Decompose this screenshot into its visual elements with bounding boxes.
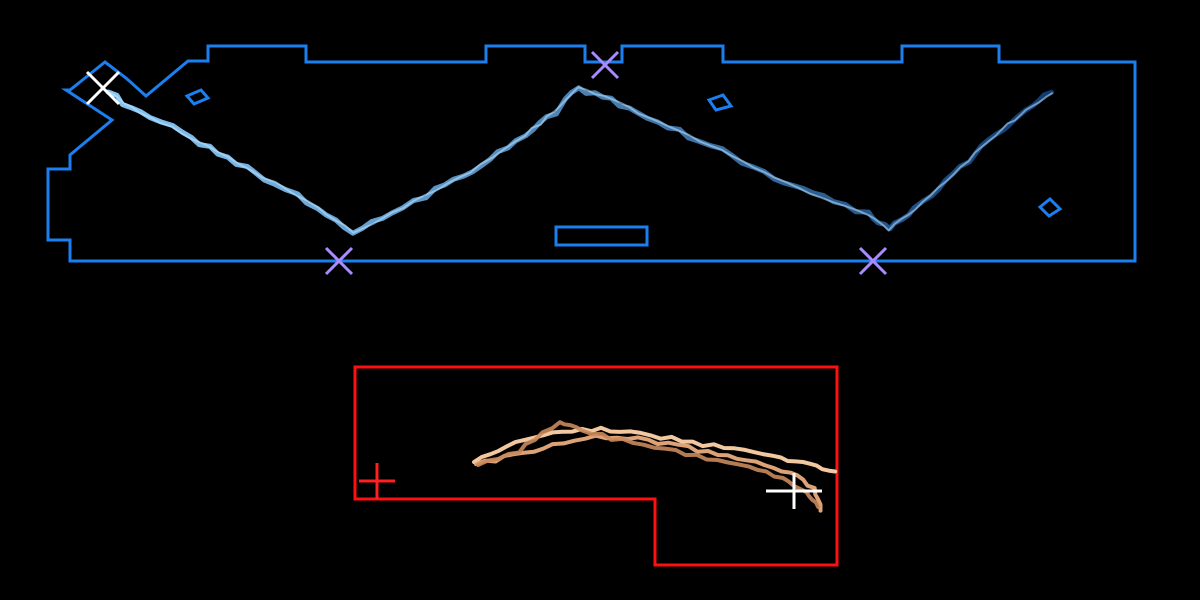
top-event-marker bbox=[858, 246, 888, 276]
bottom-trajectory-path bbox=[476, 420, 821, 509]
top-region bbox=[46, 44, 1137, 276]
top-start-marker bbox=[85, 70, 121, 106]
top-event-marker bbox=[324, 246, 354, 276]
top-trajectory-path bbox=[105, 85, 1054, 236]
bottom-region bbox=[353, 365, 839, 567]
bottom-region-outline bbox=[353, 365, 839, 567]
top-small-feature bbox=[184, 88, 211, 106]
top-small-feature bbox=[1037, 196, 1063, 218]
bottom-trajectory-path bbox=[474, 433, 823, 513]
bottom-trajectory-path bbox=[472, 425, 838, 474]
top-trajectory-highlight bbox=[107, 86, 1054, 234]
top-small-feature bbox=[706, 93, 734, 112]
current-position-marker bbox=[766, 473, 822, 509]
top-region-outline bbox=[46, 44, 1137, 263]
top-event-marker bbox=[590, 50, 620, 80]
top-center-rectangle bbox=[554, 225, 649, 247]
bottom-start-marker bbox=[359, 463, 395, 499]
